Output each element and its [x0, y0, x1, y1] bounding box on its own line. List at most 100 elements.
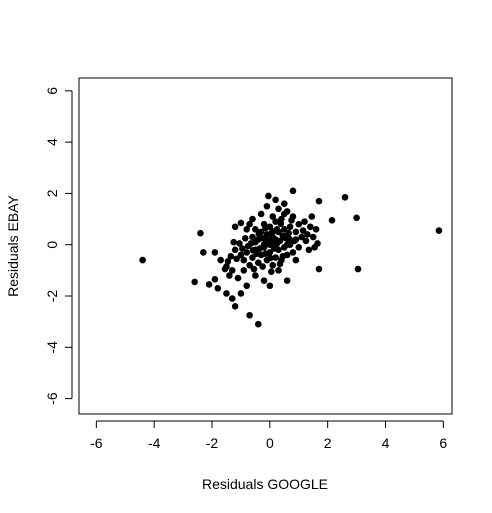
data-point [205, 281, 213, 288]
data-point [246, 261, 253, 269]
data-point [435, 227, 443, 234]
data-point [263, 202, 271, 210]
data-point [250, 265, 258, 273]
data-point [200, 249, 207, 256]
data-point [285, 229, 292, 237]
data-point [240, 267, 248, 274]
data-point [211, 249, 219, 256]
data-point [217, 256, 224, 264]
data-point [255, 230, 263, 238]
data-point [292, 228, 300, 236]
data-point [314, 240, 321, 247]
data-point [309, 233, 317, 241]
data-point [304, 231, 311, 238]
data-point [197, 229, 204, 237]
data-point [280, 226, 288, 233]
y-tick-label: -2 [44, 290, 60, 303]
data-point [246, 220, 253, 228]
x-tick-label: 6 [439, 435, 447, 451]
data-point [237, 290, 245, 297]
data-point [243, 282, 251, 290]
x-tick-label: 2 [324, 435, 332, 451]
data-point [254, 320, 262, 328]
data-point [295, 243, 303, 251]
data-point [228, 267, 236, 274]
data-point [353, 214, 360, 222]
data-point [236, 240, 243, 247]
x-axis-title: Residuals GOOGLE [202, 476, 328, 492]
data-point [275, 205, 282, 213]
data-point [214, 285, 222, 292]
data-point [307, 223, 314, 231]
data-point [237, 251, 245, 259]
data-point [231, 302, 239, 310]
data-point [283, 208, 291, 215]
data-point [241, 235, 249, 242]
x-tick-label: -4 [148, 435, 161, 451]
data-point [257, 210, 265, 218]
data-point [254, 259, 262, 266]
data-point [262, 250, 269, 257]
data-point [289, 249, 297, 256]
x-tick-label: 4 [382, 435, 390, 451]
x-axis: -6 -4 -2 0 2 4 6 [90, 420, 447, 451]
y-axis: -6 -4 -2 0 2 4 6 [44, 87, 73, 405]
x-tick-label: -2 [206, 435, 219, 451]
data-point [270, 245, 278, 252]
data-point [256, 245, 264, 252]
x-tick-label: -6 [90, 435, 103, 451]
data-point [273, 240, 281, 247]
data-point [249, 215, 256, 223]
data-point [259, 235, 266, 242]
data-point [328, 217, 336, 224]
data-point [305, 246, 313, 254]
data-point [283, 277, 291, 284]
data-point [230, 238, 237, 246]
data-point [252, 272, 259, 279]
data-point [279, 252, 287, 260]
data-point [267, 254, 274, 262]
data-point [308, 213, 316, 220]
data-point [246, 311, 253, 319]
data-point [269, 261, 277, 269]
data-point [275, 267, 282, 274]
data-point [288, 217, 295, 224]
y-tick-label: -4 [44, 341, 60, 354]
data-point [269, 213, 277, 220]
data-point [272, 218, 279, 225]
data-point [239, 245, 246, 252]
x-tick-label: 0 [266, 435, 274, 451]
data-point [301, 218, 308, 225]
y-tick-label: 2 [44, 189, 60, 197]
data-point [226, 272, 233, 279]
data-point [243, 249, 251, 256]
data-point [298, 233, 305, 241]
data-point [289, 187, 297, 195]
data-point [299, 227, 307, 234]
data-point [227, 252, 235, 260]
y-tick-label: 6 [44, 87, 60, 95]
data-point [280, 200, 288, 207]
data-point [249, 233, 256, 241]
data-point [277, 220, 285, 227]
data-point [272, 196, 279, 204]
data-point [139, 256, 146, 264]
plot-frame [78, 77, 453, 415]
data-point [231, 246, 239, 254]
y-tick-label: 0 [44, 241, 60, 249]
data-point [286, 235, 293, 243]
data-point [249, 254, 256, 261]
data-point [265, 192, 272, 200]
data-point [315, 197, 323, 205]
data-point [237, 219, 245, 227]
data-point [276, 260, 284, 268]
data-point [265, 237, 272, 245]
y-axis-title: Residuals EBAY [5, 195, 21, 297]
data-point [286, 223, 294, 231]
data-point [228, 295, 236, 302]
data-point [221, 265, 229, 273]
data-point [315, 265, 323, 273]
y-tick-label: -6 [44, 392, 60, 405]
data-point [267, 268, 275, 275]
data-point [252, 226, 259, 233]
